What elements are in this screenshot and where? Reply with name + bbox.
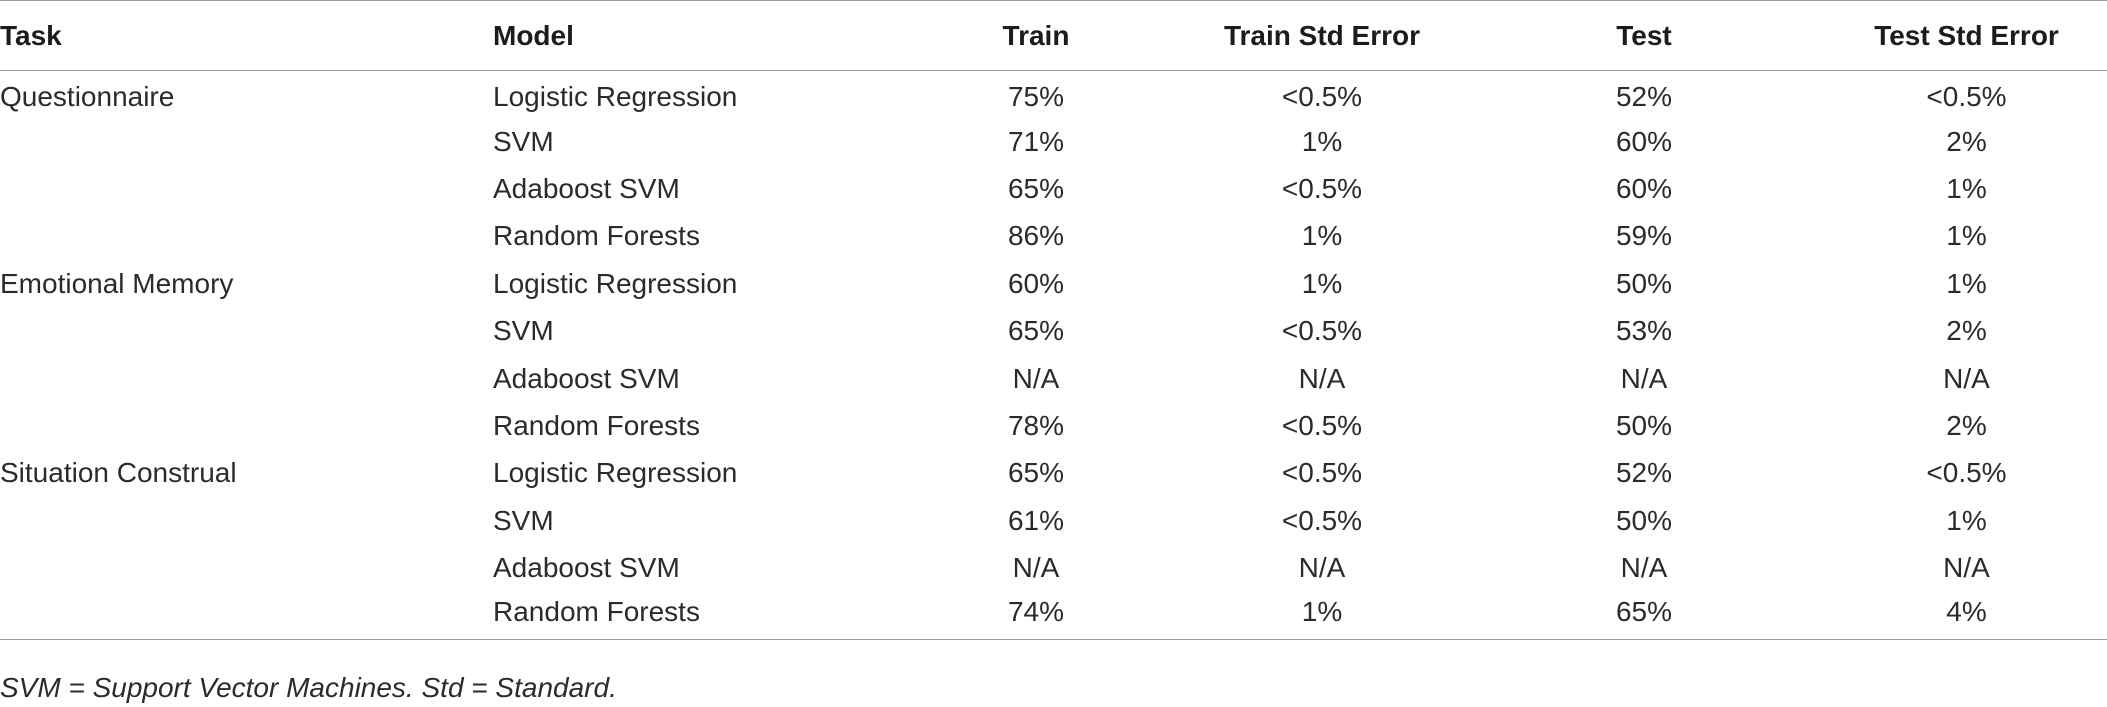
cell-task: Questionnaire	[0, 81, 175, 113]
cell-test: 53%	[1615, 315, 1673, 347]
cell-train: 65%	[1007, 315, 1065, 347]
cell-task: Situation Construal	[0, 457, 237, 489]
cell-train-std-error: <0.5%	[1281, 172, 1363, 204]
cell-model: Logistic Regression	[493, 457, 738, 489]
header-train: Train	[913, 0, 1159, 71]
table-row: Random Forests 78% <0.5% 50% 2%	[0, 402, 2107, 449]
cell-train-std-error: <0.5%	[1281, 457, 1363, 489]
cell-test-std-error: <0.5%	[1926, 81, 2007, 113]
cell-train: 78%	[1007, 409, 1065, 441]
results-table: Task Model Train Train Std Error Test Te…	[0, 0, 2107, 640]
header-test: Test	[1485, 0, 1803, 71]
table-body: Questionnaire Logistic Regression 75% <0.5%…	[0, 71, 2107, 640]
cell-test-std-error: 1%	[1946, 267, 1987, 299]
cell-train-std-error: <0.5%	[1281, 315, 1363, 347]
cell-test: 50%	[1615, 267, 1673, 299]
cell-train: N/A	[1012, 362, 1060, 394]
cell-model: SVM	[493, 315, 554, 347]
cell-task	[0, 497, 493, 544]
table-row: Adaboost SVM N/A N/A N/A N/A	[0, 355, 2107, 402]
cell-test: N/A	[1620, 552, 1668, 584]
cell-test-std-error: N/A	[1943, 362, 1990, 394]
table-row: Random Forests 74% 1% 65% 4%	[0, 591, 2107, 640]
cell-model: Random Forests	[493, 220, 700, 252]
header-test-std-error: Test Std Error	[1803, 0, 2107, 71]
cell-train: 71%	[1007, 125, 1065, 157]
cell-train: 65%	[1007, 172, 1065, 204]
cell-task	[0, 165, 493, 212]
cell-test: 59%	[1615, 220, 1673, 252]
cell-test-std-error: 2%	[1946, 315, 1987, 347]
table-row: Adaboost SVM N/A N/A N/A N/A	[0, 544, 2107, 591]
cell-train: N/A	[1012, 552, 1060, 584]
cell-test-std-error: 2%	[1946, 125, 1987, 157]
table-row: Situation Construal Logistic Regression 65…	[0, 450, 2107, 497]
header-task: Task	[0, 0, 493, 71]
cell-task	[0, 355, 493, 402]
table-row: SVM 71% 1% 60% 2%	[0, 118, 2107, 165]
cell-model: SVM	[493, 504, 554, 536]
cell-model: Random Forests	[493, 409, 700, 441]
cell-test-std-error: <0.5%	[1926, 457, 2007, 489]
cell-train-std-error: <0.5%	[1281, 409, 1363, 441]
cell-train: 60%	[1007, 267, 1065, 299]
cell-model: Logistic Regression	[493, 81, 738, 113]
table-header-row: Task Model Train Train Std Error Test Te…	[0, 0, 2107, 71]
cell-model: Adaboost SVM	[493, 362, 680, 394]
cell-test: N/A	[1620, 362, 1668, 394]
cell-train-std-error: <0.5%	[1281, 81, 1363, 113]
cell-train-std-error: 1%	[1301, 125, 1343, 157]
cell-train-std-error: <0.5%	[1281, 504, 1363, 536]
cell-task	[0, 402, 493, 449]
cell-model: Adaboost SVM	[493, 172, 680, 204]
cell-train-std-error: 1%	[1301, 220, 1343, 252]
cell-test: 52%	[1615, 457, 1673, 489]
header-model: Model	[493, 0, 913, 71]
cell-test-std-error: 1%	[1946, 220, 1987, 252]
cell-test: 50%	[1615, 504, 1673, 536]
cell-test-std-error: 2%	[1946, 409, 1987, 441]
cell-test-std-error: 1%	[1946, 172, 1987, 204]
table-row: Random Forests 86% 1% 59% 1%	[0, 213, 2107, 260]
cell-model: Logistic Regression	[493, 267, 738, 299]
table-row: Questionnaire Logistic Regression 75% <0.5%…	[0, 71, 2107, 118]
cell-test: 65%	[1485, 591, 1803, 640]
cell-train-std-error: N/A	[1298, 552, 1346, 584]
cell-train-std-error: 1%	[1159, 591, 1485, 640]
table-row: SVM 65% <0.5% 53% 2%	[0, 307, 2107, 354]
cell-test: 50%	[1615, 409, 1673, 441]
cell-task	[0, 307, 493, 354]
cell-train: 86%	[1007, 220, 1065, 252]
cell-train: 65%	[1007, 457, 1065, 489]
cell-task	[0, 544, 493, 591]
cell-task	[0, 213, 493, 260]
cell-test: 52%	[1615, 81, 1673, 113]
cell-train: 61%	[1007, 504, 1065, 536]
cell-test: 60%	[1615, 125, 1673, 157]
cell-train: 74%	[913, 591, 1159, 640]
results-table-container: Task Model Train Train Std Error Test Te…	[0, 0, 2107, 640]
cell-model: Adaboost SVM	[493, 552, 680, 584]
table-row: SVM 61% <0.5% 50% 1%	[0, 497, 2107, 544]
cell-model: SVM	[493, 125, 554, 157]
cell-test-std-error: 1%	[1946, 504, 1987, 536]
cell-train-std-error: 1%	[1301, 267, 1343, 299]
table-row: Emotional Memory Logistic Regression 60% 1%…	[0, 260, 2107, 307]
cell-model: Random Forests	[493, 591, 913, 640]
cell-test: 60%	[1615, 172, 1673, 204]
table-footnote: SVM = Support Vector Machines. Std = Sta…	[0, 672, 617, 703]
cell-task	[0, 591, 493, 640]
cell-task	[0, 118, 493, 165]
table-row: Adaboost SVM 65% <0.5% 60% 1%	[0, 165, 2107, 212]
cell-test-std-error: 4%	[1803, 591, 2107, 640]
header-train-std-error: Train Std Error	[1159, 0, 1485, 71]
cell-train: 75%	[1007, 81, 1065, 113]
cell-test-std-error: N/A	[1943, 552, 1990, 584]
cell-task: Emotional Memory	[0, 267, 234, 299]
cell-train-std-error: N/A	[1298, 362, 1346, 394]
